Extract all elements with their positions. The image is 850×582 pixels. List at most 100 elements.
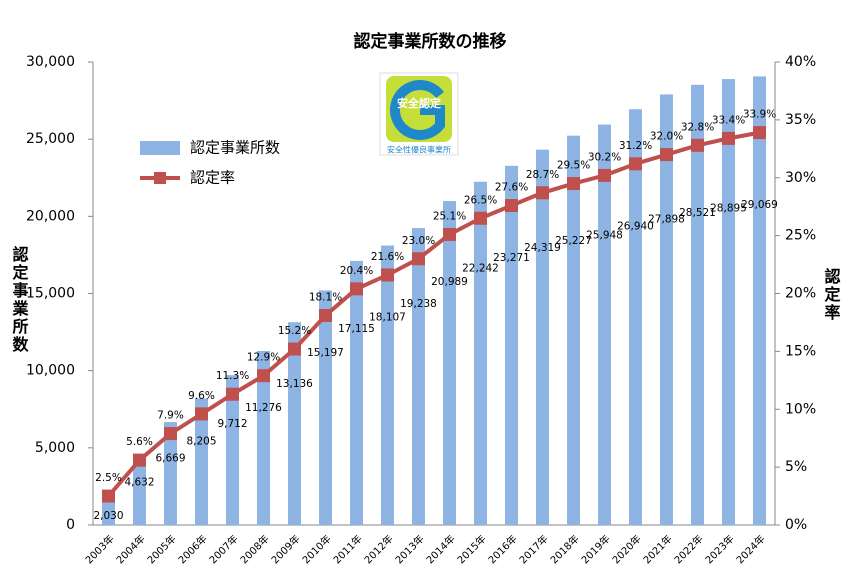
- marker: [381, 268, 394, 282]
- x-tick-label: 2004年: [113, 532, 147, 566]
- data-label: 17,115: [338, 323, 375, 335]
- bar: [164, 422, 177, 525]
- data-label: 33.4%: [712, 114, 745, 126]
- y2-tick-label: 15%: [785, 343, 816, 359]
- x-tick-label: 2017年: [516, 532, 550, 566]
- x-tick-label: 2003年: [82, 532, 116, 566]
- bar: [536, 149, 549, 526]
- bar: [319, 290, 332, 525]
- bar: [753, 76, 766, 525]
- marker: [474, 211, 487, 225]
- bar: [350, 260, 363, 525]
- y-tick-label: 20,000: [26, 208, 75, 224]
- data-label: 11.3%: [216, 370, 249, 382]
- data-label: 23.0%: [402, 235, 435, 247]
- bar: [443, 201, 456, 525]
- data-label: 7.9%: [157, 410, 184, 422]
- marker: [536, 186, 549, 200]
- data-label: 2,030: [93, 510, 123, 522]
- bar: [195, 398, 208, 525]
- y-tick-label: 25,000: [26, 131, 75, 147]
- marker: [257, 369, 270, 383]
- data-label: 13,136: [276, 378, 313, 390]
- data-label: 29.5%: [557, 160, 590, 172]
- bar: [412, 228, 425, 525]
- data-label: 25,948: [586, 229, 623, 241]
- x-tick-label: 2007年: [206, 532, 240, 566]
- data-label: 11,276: [245, 402, 282, 414]
- data-label: 28,521: [679, 207, 716, 219]
- data-label: 25,227: [555, 235, 592, 247]
- x-tick-label: 2022年: [671, 532, 705, 566]
- marker: [195, 407, 208, 421]
- x-tick-label: 2013年: [392, 532, 426, 566]
- y2-tick-label: 40%: [785, 54, 816, 70]
- bar: [567, 135, 580, 525]
- bar: [598, 124, 611, 526]
- data-label: 26.5%: [464, 194, 497, 206]
- data-label: 15.2%: [278, 325, 311, 337]
- y2-axis-label: 認定率: [822, 267, 842, 322]
- marker: [505, 199, 518, 213]
- y2-tick-label: 10%: [785, 401, 816, 417]
- marker: [660, 148, 673, 162]
- data-label: 8,205: [186, 435, 216, 447]
- y2-tick-label: 0%: [785, 517, 807, 533]
- bar: [133, 453, 146, 525]
- x-tick-label: 2009年: [268, 532, 302, 566]
- data-label: 27,898: [648, 214, 685, 226]
- x-tick-label: 2020年: [609, 532, 643, 566]
- data-label: 2.5%: [95, 472, 122, 484]
- marker: [412, 252, 425, 266]
- marker: [598, 168, 611, 182]
- data-label: 31.2%: [619, 140, 652, 152]
- x-tick-label: 2012年: [361, 532, 395, 566]
- x-tick-label: 2008年: [237, 532, 271, 566]
- marker: [102, 489, 115, 503]
- y2-tick-label: 35%: [785, 112, 816, 128]
- marker: [133, 453, 146, 467]
- marker: [722, 131, 735, 145]
- marker: [753, 126, 766, 140]
- x-tick-label: 2023年: [702, 532, 736, 566]
- x-tick-label: 2011年: [330, 532, 364, 566]
- bar: [381, 245, 394, 525]
- legend-swatch: [154, 172, 166, 184]
- y-tick-label: 10,000: [26, 363, 75, 379]
- bar: [691, 84, 704, 525]
- marker: [629, 157, 642, 171]
- y2-tick-label: 5%: [785, 459, 807, 475]
- data-label: 5.6%: [126, 436, 153, 448]
- marker: [319, 308, 332, 322]
- marker: [226, 387, 239, 401]
- x-tick-label: 2019年: [578, 532, 612, 566]
- data-label: 30.2%: [588, 151, 621, 163]
- data-label: 33.9%: [743, 109, 776, 121]
- data-label: 6,669: [155, 453, 185, 465]
- x-tick-label: 2005年: [144, 532, 178, 566]
- legend-label: 認定事業所数: [190, 139, 280, 157]
- x-tick-label: 2024年: [733, 532, 767, 566]
- data-label: 18.1%: [309, 291, 342, 303]
- bar: [660, 94, 673, 526]
- data-label: 29,069: [741, 199, 778, 211]
- bar: [722, 79, 735, 525]
- bar: [629, 109, 642, 525]
- x-tick-label: 2010年: [299, 532, 333, 566]
- data-label: 9,712: [217, 418, 247, 430]
- bar: [288, 322, 301, 525]
- data-label: 24,319: [524, 242, 561, 254]
- data-label: 27.6%: [495, 182, 528, 194]
- y-tick-label: 30,000: [26, 54, 75, 70]
- bar: [505, 165, 518, 526]
- data-label: 19,238: [400, 298, 437, 310]
- data-label: 9.6%: [188, 390, 215, 402]
- bar: [226, 375, 239, 525]
- x-tick-label: 2006年: [175, 532, 209, 566]
- x-tick-label: 2021年: [640, 532, 674, 566]
- data-label: 23,271: [493, 252, 530, 264]
- marker: [567, 177, 580, 191]
- y2-tick-label: 30%: [785, 170, 816, 186]
- y-axis-label: 認定事業所数: [10, 245, 30, 354]
- chart-title: 認定事業所数の推移: [354, 31, 507, 52]
